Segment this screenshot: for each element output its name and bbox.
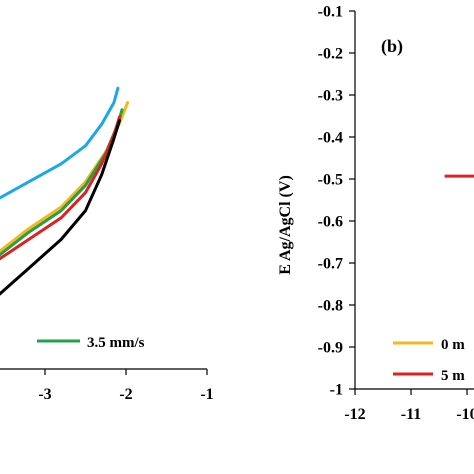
left-series-line-4	[0, 119, 121, 296]
right-x-tick-label-12: -12	[344, 406, 365, 423]
legend-label-5-m: 5 m	[441, 368, 465, 384]
left-panel: -3 -2 -1 3.5 mm/s	[0, 86, 214, 403]
right-y-tick-label-0-8: -0.8	[318, 298, 343, 315]
right-y-tick-label-0-6: -0.6	[318, 214, 343, 231]
right-x-tick-label-11: -11	[401, 406, 421, 423]
left-x-tick-label-1: -1	[200, 386, 213, 403]
legend-label-0-m: 0 m	[441, 337, 465, 353]
right-y-tick-label-0-3: -0.3	[318, 88, 343, 105]
left-x-tick-label-3: -3	[38, 386, 51, 403]
left-legend: 3.5 mm/s	[37, 335, 145, 351]
panel-label-b: (b)	[381, 36, 403, 57]
right-y-tick-label-0-2: -0.2	[318, 46, 343, 63]
left-series-line-2	[0, 108, 124, 257]
right-y-tick-label-1: -1	[330, 382, 343, 399]
right-x-tick-label-10: -10	[456, 406, 474, 423]
y-axis-label: E Ag/AgCl (V)	[277, 175, 294, 275]
left-x-tick-label-2: -2	[119, 386, 132, 403]
left-series	[0, 86, 130, 296]
right-legend: 0 m 5 m	[393, 337, 465, 384]
right-y-tick-label-0-7: -0.7	[318, 256, 343, 273]
left-series-line-1	[0, 101, 130, 253]
left-series-line-3	[0, 115, 121, 261]
right-y-tick-label-0-4: -0.4	[318, 130, 343, 147]
right-x-ticks: -12 -11 -10	[344, 389, 474, 423]
right-series	[444, 174, 474, 178]
right-y-tick-label-0-5: -0.5	[318, 172, 343, 189]
right-y-ticks: -0.1 -0.2 -0.3 -0.4 -0.5 -0.6 -0.7 -0.8 -0.9 -1	[318, 4, 355, 399]
right-panel: E Ag/AgCl (V) (b) -0.1-0.2-0.3-0.4-0.5-0…	[277, 4, 474, 423]
right-y-tick-label-0-1: -0.1	[318, 4, 343, 21]
right-y-tick-label-0-9: -0.9	[318, 340, 343, 357]
legend-label-3-5-mms: 3.5 mm/s	[87, 335, 145, 351]
left-x-ticks: -3 -2 -1	[38, 369, 214, 403]
left-series-line-0	[0, 86, 120, 200]
